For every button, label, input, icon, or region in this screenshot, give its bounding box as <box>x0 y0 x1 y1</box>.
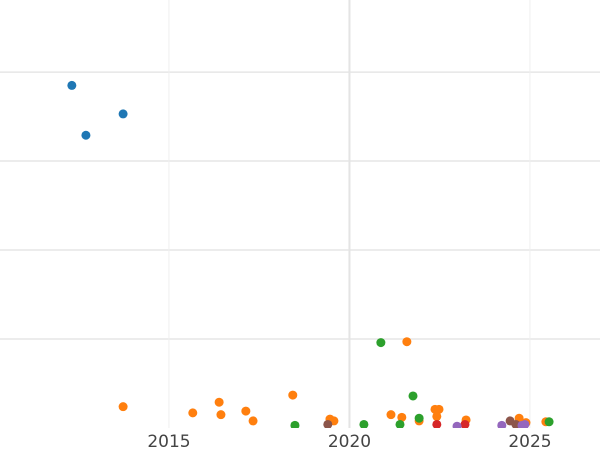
data-point <box>434 404 444 414</box>
data-point <box>408 391 418 401</box>
data-point <box>359 419 369 428</box>
x-tick-label: 2020 <box>328 432 371 450</box>
data-point <box>460 419 470 428</box>
x-tick-label: 2015 <box>147 432 190 450</box>
data-point <box>290 420 300 428</box>
data-point <box>81 130 91 140</box>
x-tick-label: 2025 <box>508 432 551 450</box>
data-point <box>397 412 407 422</box>
data-point <box>402 337 412 347</box>
data-point <box>214 397 224 407</box>
data-point <box>216 410 226 420</box>
data-point <box>386 410 396 420</box>
data-point <box>432 419 442 428</box>
data-point <box>414 413 424 423</box>
data-point <box>118 109 128 119</box>
data-point <box>395 419 405 428</box>
gridlines <box>0 0 600 428</box>
data-point <box>520 419 530 428</box>
data-points <box>67 80 554 428</box>
data-point <box>376 338 386 348</box>
data-point <box>67 80 77 90</box>
data-point <box>544 417 554 427</box>
data-point <box>118 402 128 412</box>
data-point <box>323 419 333 428</box>
data-point <box>432 411 442 421</box>
data-point <box>497 420 507 428</box>
data-point <box>241 406 251 416</box>
data-point <box>248 416 258 426</box>
data-point <box>288 390 298 400</box>
data-point <box>188 408 198 418</box>
data-point <box>452 421 462 428</box>
x-axis-ticks: 2015 2020 2025 <box>147 432 551 450</box>
